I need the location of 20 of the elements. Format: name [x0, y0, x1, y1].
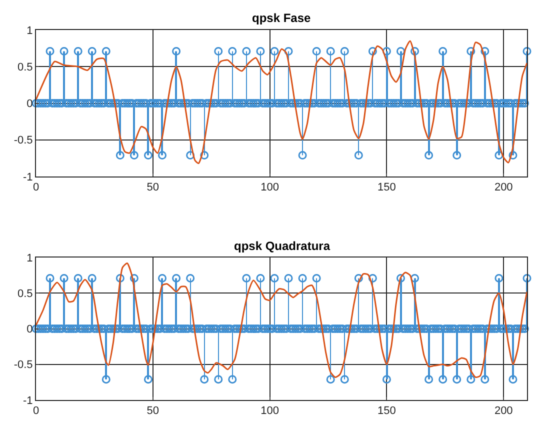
y-tick-label: 0.5	[18, 288, 33, 300]
x-tick-label: 200	[494, 182, 513, 194]
x-tick-label: 150	[378, 405, 396, 418]
chart-title: qpsk Fase	[252, 11, 312, 25]
chart-title: qpsk Quadratura	[234, 239, 330, 253]
y-tick-label: -1	[23, 171, 33, 184]
y-tick-label: 1	[26, 252, 33, 264]
x-tick-label: 100	[260, 182, 279, 194]
x-tick-label: 100	[260, 405, 279, 418]
x-tick-label: 200	[494, 405, 513, 418]
y-tick-label: 0	[26, 324, 33, 336]
y-tick-label: 1	[26, 24, 33, 37]
y-tick-label: 0.5	[18, 61, 33, 74]
x-tick-label: 50	[146, 405, 160, 418]
y-tick-label: -0.5	[14, 359, 33, 372]
y-tick-label: -1	[23, 394, 33, 407]
x-tick-label: 150	[378, 182, 396, 194]
y-tick-label: 0	[26, 98, 33, 110]
x-tick-label: 50	[146, 182, 160, 194]
y-tick-label: -0.5	[14, 134, 33, 147]
